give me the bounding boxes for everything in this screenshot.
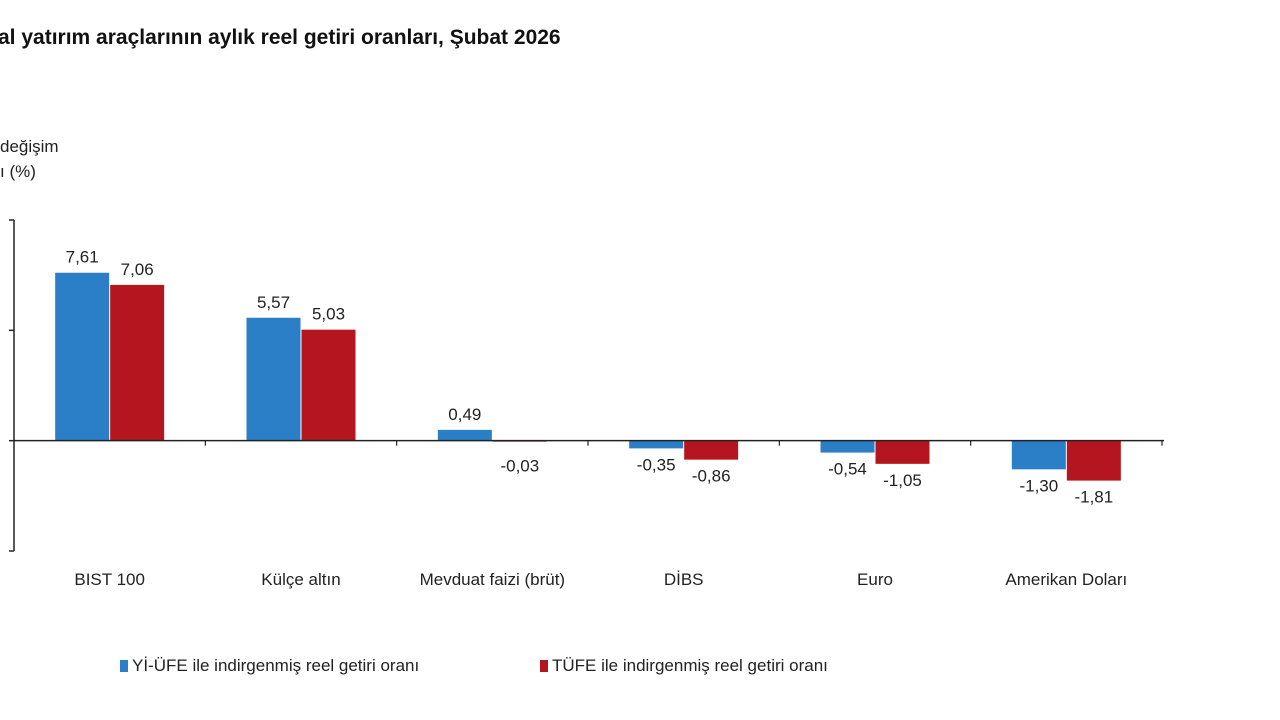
data-label: -0,35: [637, 455, 676, 474]
bar: [301, 329, 356, 441]
x-tick-label: Mevduat faizi (brüt): [420, 570, 566, 589]
data-label: -1,05: [883, 471, 922, 490]
legend-label: TÜFE ile indirgenmiş reel getiri oranı: [552, 656, 828, 675]
bar: [684, 440, 739, 460]
bar: [437, 429, 492, 441]
bar: [1011, 440, 1066, 470]
bar: [55, 272, 110, 441]
data-label: 0,49: [448, 405, 481, 424]
data-label: -1,30: [1019, 476, 1058, 495]
data-label: 7,06: [121, 260, 154, 279]
data-label: 5,03: [312, 305, 345, 324]
x-tick-label: Euro: [857, 570, 893, 589]
data-label: 7,61: [66, 248, 99, 267]
bar: [246, 317, 301, 441]
y-axis-label-unit: ı (%): [0, 162, 36, 181]
chart-title: al yatırım araçlarının aylık reel getiri…: [0, 26, 561, 49]
bar: [110, 284, 165, 441]
x-tick-label: Külçe altın: [261, 570, 340, 589]
bar: [1066, 440, 1121, 481]
bar: [629, 440, 684, 449]
legend-swatch-blue: [120, 660, 128, 672]
data-label: -0,54: [828, 460, 867, 479]
x-tick-label: Amerikan Doları: [1005, 570, 1127, 589]
legend-label: Yİ-ÜFE ile indirgenmiş reel getiri oranı: [132, 656, 420, 675]
bar: [820, 440, 875, 453]
y-axis-label: değişim: [0, 137, 59, 156]
legend-item-yi-ufe: Yİ-ÜFE ile indirgenmiş reel getiri oranı: [120, 656, 419, 676]
data-label: -1,81: [1074, 488, 1113, 507]
data-label: -0,03: [500, 456, 539, 475]
data-label: -0,86: [692, 467, 731, 486]
bar: [875, 440, 930, 464]
legend-swatch-red: [540, 660, 548, 672]
x-tick-label: DİBS: [664, 570, 704, 589]
legend-item-tufe: TÜFE ile indirgenmiş reel getiri oranı: [540, 656, 828, 676]
x-tick-label: BIST 100: [74, 570, 145, 589]
data-label: 5,57: [257, 293, 290, 312]
